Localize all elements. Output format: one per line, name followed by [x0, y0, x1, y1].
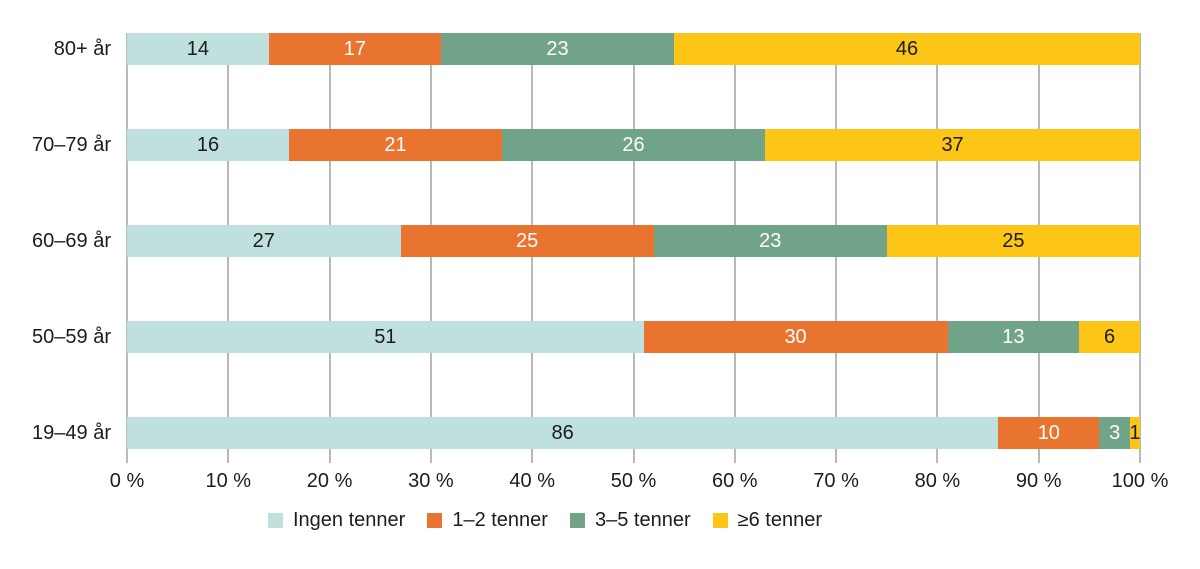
bar-segment: 25 [400, 225, 654, 257]
bar-segment: 23 [653, 225, 887, 257]
bar-value-label: 25 [516, 230, 539, 252]
bar-row: 16 21 26 37 [127, 129, 1140, 161]
bar-value-label: 21 [384, 134, 407, 156]
bar-value-label: 23 [546, 38, 569, 60]
legend-item: 3–5 tenner [569, 508, 691, 532]
bar-value-label: 3 [1109, 422, 1121, 444]
legend-swatch-icon [712, 512, 728, 528]
legend-label: Ingen tenner [293, 508, 406, 531]
bar-value-label: 26 [622, 134, 645, 156]
x-tick-label: 60 % [712, 470, 758, 492]
bar-value-label: 14 [186, 38, 210, 60]
bar-segment: 26 [501, 129, 766, 161]
bar-segment: 6 [1079, 321, 1140, 353]
bar-value-label: 37 [941, 134, 964, 156]
bar-value-label: 30 [784, 326, 807, 348]
y-axis-label: 80+ år [53, 38, 111, 60]
bar-value-label: 46 [895, 38, 919, 60]
x-tick-label: 70 % [813, 470, 859, 492]
bar-segment: 10 [998, 417, 1100, 449]
bar-value-label: 16 [196, 134, 220, 156]
bar-value-label: 51 [374, 326, 397, 348]
x-tick-label: 40 % [509, 470, 555, 492]
bar-value-label: 23 [759, 230, 782, 252]
bar-segment: 51 [127, 321, 644, 353]
bar-segment: 86 [127, 417, 999, 449]
legend-item: ≥6 tenner [712, 508, 822, 532]
x-tick-label: 100 % [1111, 470, 1169, 492]
legend-item: Ingen tenner [268, 509, 405, 532]
bar-segment: 46 [674, 33, 1140, 65]
legend-item: 1–2 tenner [427, 509, 548, 532]
x-tick-label: 10 % [205, 470, 252, 492]
bar-segment: 16 [127, 129, 290, 161]
bar-value-label: 25 [1002, 230, 1025, 252]
bar-value-label: 13 [1002, 326, 1025, 348]
bar-value-label: 10 [1037, 422, 1060, 444]
legend-label: 3–5 tenner [594, 508, 691, 531]
x-tick-label: 0 % [109, 470, 145, 492]
legend-label: ≥6 tenner [737, 508, 822, 531]
bar-segment: 13 [947, 321, 1080, 353]
bar-value-label: 27 [252, 230, 275, 252]
y-axis-label: 60–69 år [32, 230, 111, 252]
legend-swatch-icon [427, 512, 443, 528]
bar-segment: 3 [1099, 417, 1130, 449]
bar-value-label: 1 [1129, 422, 1141, 444]
plot-area: 14 17 23 46 16 21 26 37 27 25 23 25 51 30 13 6 86 10 3 1 0 … [110, 33, 1168, 492]
legend-label: 1–2 tenner [452, 508, 548, 531]
bar-segment: 25 [886, 225, 1140, 257]
legend-swatch-icon [569, 512, 585, 528]
x-tick-label: 30 % [408, 470, 454, 492]
bar-segment: 17 [268, 33, 442, 65]
bar-segment: 23 [441, 33, 674, 65]
bar-segment: 27 [127, 225, 401, 257]
bar-value-label: 86 [551, 422, 574, 444]
bar-row: 27 25 23 25 [127, 225, 1140, 257]
bar-value-label: 17 [343, 38, 367, 60]
bar-row: 86 10 3 1 [127, 417, 1140, 449]
legend-swatch-icon [268, 512, 283, 528]
bar-value-label: 6 [1104, 326, 1116, 348]
bar-segment: 1 [1129, 417, 1141, 449]
bar-segment: 37 [765, 129, 1140, 161]
bar-segment: 14 [127, 33, 269, 65]
y-axis-label: 50–59 år [32, 326, 111, 348]
y-axis-label: 19–49 år [32, 422, 111, 444]
x-tick-label: 90 % [1015, 470, 1062, 492]
bar-row: 51 30 13 6 [127, 321, 1140, 353]
y-axis-label: 70–79 år [32, 134, 111, 156]
legend: Ingen tenner 1–2 tenner 3–5 tenner ≥6 tenne… [0, 506, 1090, 534]
bar-row: 14 17 23 46 [127, 33, 1140, 65]
x-tick-label: 80 % [914, 470, 961, 492]
x-tick-label: 50 % [610, 470, 657, 492]
bar-segment: 21 [289, 129, 502, 161]
gridline [1139, 33, 1141, 463]
x-tick-label: 20 % [306, 470, 353, 492]
bar-segment: 30 [643, 321, 948, 353]
